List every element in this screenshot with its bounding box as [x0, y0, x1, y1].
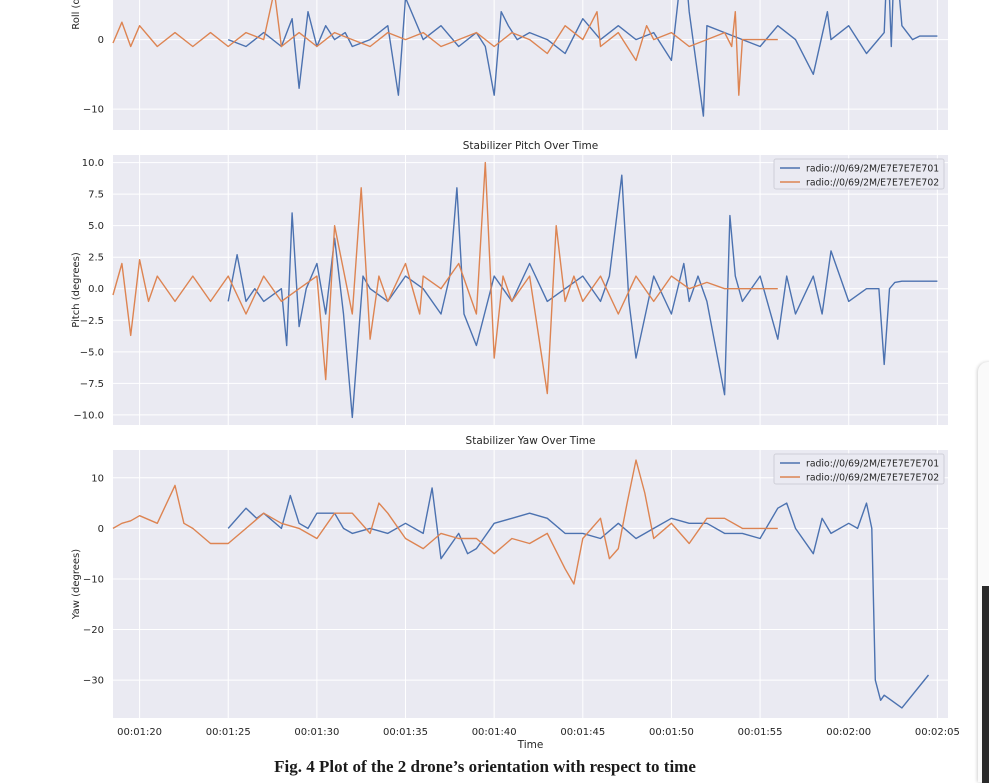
plot-area-1: [113, 155, 948, 425]
y-tick-label-2-0: 10: [91, 473, 104, 484]
x-tick-label-3: 00:01:35: [383, 727, 428, 738]
side-panel-dark-edge: [982, 586, 989, 783]
x-tick-label-0: 00:01:20: [117, 727, 162, 738]
panel-title-2: Stabilizer Yaw Over Time: [466, 435, 596, 447]
legend-label-1-0: radio://0/69/2M/E7E7E7E701: [806, 164, 939, 175]
y-tick-label-2-3: −20: [83, 625, 104, 636]
y-tick-label-1-7: −7.5: [80, 379, 104, 390]
y-tick-label-2-4: −30: [83, 676, 104, 687]
y-axis-label-2: Yaw (degrees): [71, 549, 82, 620]
y-tick-label-2-2: −10: [83, 574, 104, 585]
series-line-1-1: [112, 161, 778, 395]
y-tick-label-1-6: −5.0: [80, 347, 104, 358]
y-tick-label-1-5: −2.5: [80, 316, 104, 327]
plot-area-2: [113, 450, 948, 718]
y-tick-label-2-1: 0: [98, 524, 104, 535]
legend-label-2-1: radio://0/69/2M/E7E7E7E702: [806, 473, 939, 484]
x-tick-label-9: 00:02:05: [915, 727, 960, 738]
series-line-0-1: [112, 0, 778, 96]
series-line-2-0: [227, 487, 930, 709]
legend-label-2-0: radio://0/69/2M/E7E7E7E701: [806, 459, 939, 470]
legend-box-1: [773, 158, 945, 190]
x-axis-label: Time: [517, 739, 544, 751]
figure-caption: Fig. 4 Plot of the 2 drone’s orientation…: [274, 757, 696, 776]
x-tick-label-5: 00:01:45: [560, 727, 605, 738]
x-tick-label-6: 00:01:50: [649, 727, 694, 738]
y-tick-label-1-0: 10.0: [82, 158, 104, 169]
y-axis-label-1: Pitch (degrees): [71, 252, 82, 328]
x-tick-label-7: 00:01:55: [738, 727, 783, 738]
y-tick-label-1-2: 5.0: [88, 221, 104, 232]
y-axis-label-0: Roll (d: [71, 0, 82, 30]
x-tick-label-4: 00:01:40: [472, 727, 517, 738]
x-tick-label-1: 00:01:25: [206, 727, 251, 738]
legend-label-1-1: radio://0/69/2M/E7E7E7E702: [806, 178, 939, 189]
y-tick-label-1-3: 2.5: [88, 253, 104, 264]
series-line-0-0: [227, 0, 938, 117]
y-tick-label-0-0: −10: [83, 105, 104, 116]
panel-title-1: Stabilizer Pitch Over Time: [463, 140, 598, 152]
x-tick-label-2: 00:01:30: [294, 727, 339, 738]
legend-box-2: [773, 453, 945, 485]
y-tick-label-1-8: −10.0: [73, 410, 104, 421]
y-tick-label-0-1: 0: [98, 35, 104, 46]
x-tick-label-8: 00:02:00: [826, 727, 871, 738]
series-line-2-1: [112, 459, 778, 585]
side-panel-edge: [978, 362, 989, 782]
plot-area-0: [113, 0, 948, 130]
y-tick-label-1-1: 7.5: [88, 190, 104, 201]
y-tick-label-1-4: 0.0: [88, 284, 104, 295]
